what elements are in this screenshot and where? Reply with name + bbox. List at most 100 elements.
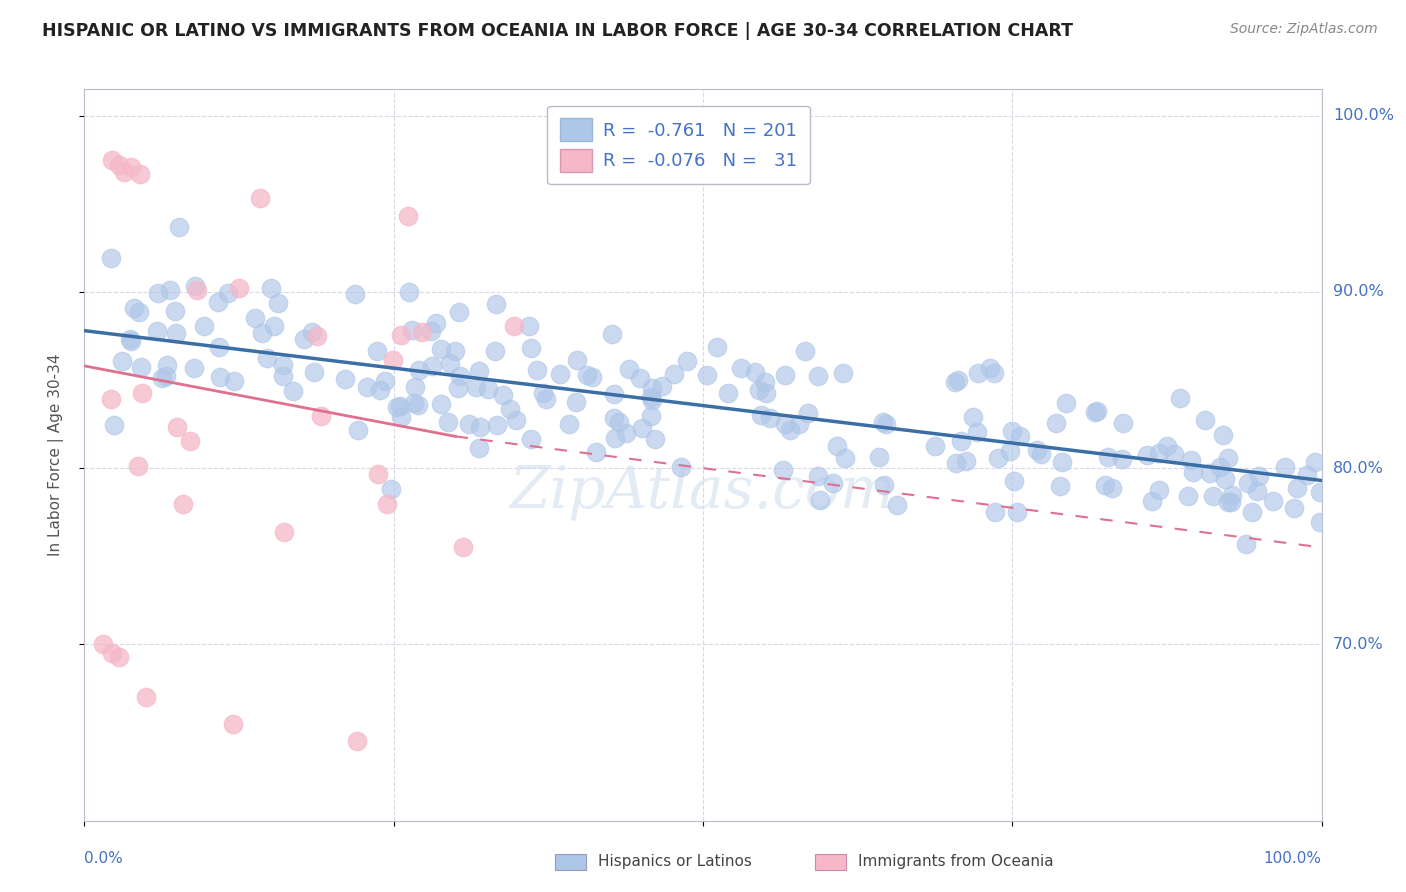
- Text: 70.0%: 70.0%: [1333, 637, 1384, 652]
- Point: [1216, 495, 1239, 509]
- Point: [967, 367, 990, 381]
- Point: [207, 294, 229, 309]
- Point: [1111, 416, 1133, 430]
- Point: [755, 386, 778, 401]
- Point: [468, 364, 491, 378]
- Point: [1209, 459, 1232, 474]
- Point: [208, 340, 231, 354]
- Point: [346, 734, 368, 748]
- Point: [536, 392, 558, 406]
- Point: [1199, 466, 1222, 480]
- Point: [122, 301, 145, 315]
- Point: [120, 334, 142, 349]
- Point: [787, 417, 810, 431]
- Point: [103, 418, 125, 433]
- Point: [100, 153, 122, 167]
- Point: [420, 359, 443, 374]
- Point: [640, 390, 662, 404]
- Point: [834, 451, 856, 466]
- Point: [477, 383, 499, 397]
- Text: Hispanics or Latinos: Hispanics or Latinos: [598, 855, 751, 869]
- Point: [380, 482, 402, 496]
- Point: [305, 328, 328, 343]
- Point: [464, 380, 486, 394]
- Point: [1261, 493, 1284, 508]
- Text: Source: ZipAtlas.com: Source: ZipAtlas.com: [1230, 22, 1378, 37]
- Point: [924, 439, 946, 453]
- Point: [256, 351, 278, 365]
- Point: [420, 324, 443, 338]
- Point: [499, 401, 522, 416]
- Point: [1202, 489, 1225, 503]
- Point: [343, 287, 366, 301]
- Point: [631, 421, 654, 435]
- Point: [868, 450, 890, 464]
- Point: [368, 383, 391, 397]
- Point: [1094, 478, 1116, 492]
- Point: [283, 384, 305, 399]
- Point: [565, 352, 588, 367]
- Point: [486, 418, 509, 433]
- Point: [1142, 494, 1164, 508]
- Point: [183, 279, 205, 293]
- Point: [167, 220, 190, 235]
- Point: [1008, 428, 1031, 442]
- Point: [955, 454, 977, 468]
- Point: [1111, 452, 1133, 467]
- Point: [526, 363, 548, 377]
- Point: [228, 281, 250, 295]
- Point: [641, 381, 664, 395]
- Point: [271, 359, 294, 373]
- Text: 100.0%: 100.0%: [1264, 851, 1322, 866]
- Point: [127, 459, 149, 474]
- Point: [156, 359, 179, 373]
- Point: [404, 380, 426, 394]
- Point: [1085, 403, 1108, 417]
- Point: [165, 326, 187, 341]
- Point: [1147, 483, 1170, 497]
- Point: [696, 368, 718, 383]
- Point: [309, 409, 332, 423]
- Point: [640, 409, 662, 423]
- Point: [585, 444, 607, 458]
- Point: [1309, 485, 1331, 500]
- Point: [1285, 481, 1308, 495]
- Point: [669, 460, 692, 475]
- Point: [644, 432, 666, 446]
- Point: [1220, 488, 1243, 502]
- Point: [1001, 424, 1024, 438]
- Point: [987, 450, 1010, 465]
- Point: [1216, 450, 1239, 465]
- Point: [531, 386, 554, 401]
- Point: [651, 378, 673, 392]
- Point: [505, 412, 527, 426]
- Point: [966, 425, 988, 439]
- Point: [1002, 475, 1025, 489]
- Text: Immigrants from Oceania: Immigrants from Oceania: [858, 855, 1053, 869]
- Point: [1194, 413, 1216, 427]
- Point: [548, 367, 571, 381]
- Point: [983, 366, 1005, 380]
- Point: [1097, 450, 1119, 464]
- Point: [1309, 516, 1331, 530]
- Point: [1213, 472, 1236, 486]
- Point: [1246, 483, 1268, 498]
- Point: [744, 365, 766, 379]
- Point: [1220, 495, 1243, 509]
- Point: [1296, 467, 1319, 482]
- Point: [872, 415, 894, 429]
- Point: [356, 379, 378, 393]
- Point: [411, 325, 433, 339]
- Point: [100, 251, 122, 265]
- Point: [374, 375, 396, 389]
- Point: [1136, 448, 1159, 462]
- Point: [485, 297, 508, 311]
- Point: [607, 415, 630, 429]
- Point: [754, 376, 776, 390]
- Point: [827, 439, 849, 453]
- Point: [468, 420, 491, 434]
- Point: [821, 475, 844, 490]
- Point: [1282, 500, 1305, 515]
- Point: [249, 191, 271, 205]
- Point: [183, 361, 205, 376]
